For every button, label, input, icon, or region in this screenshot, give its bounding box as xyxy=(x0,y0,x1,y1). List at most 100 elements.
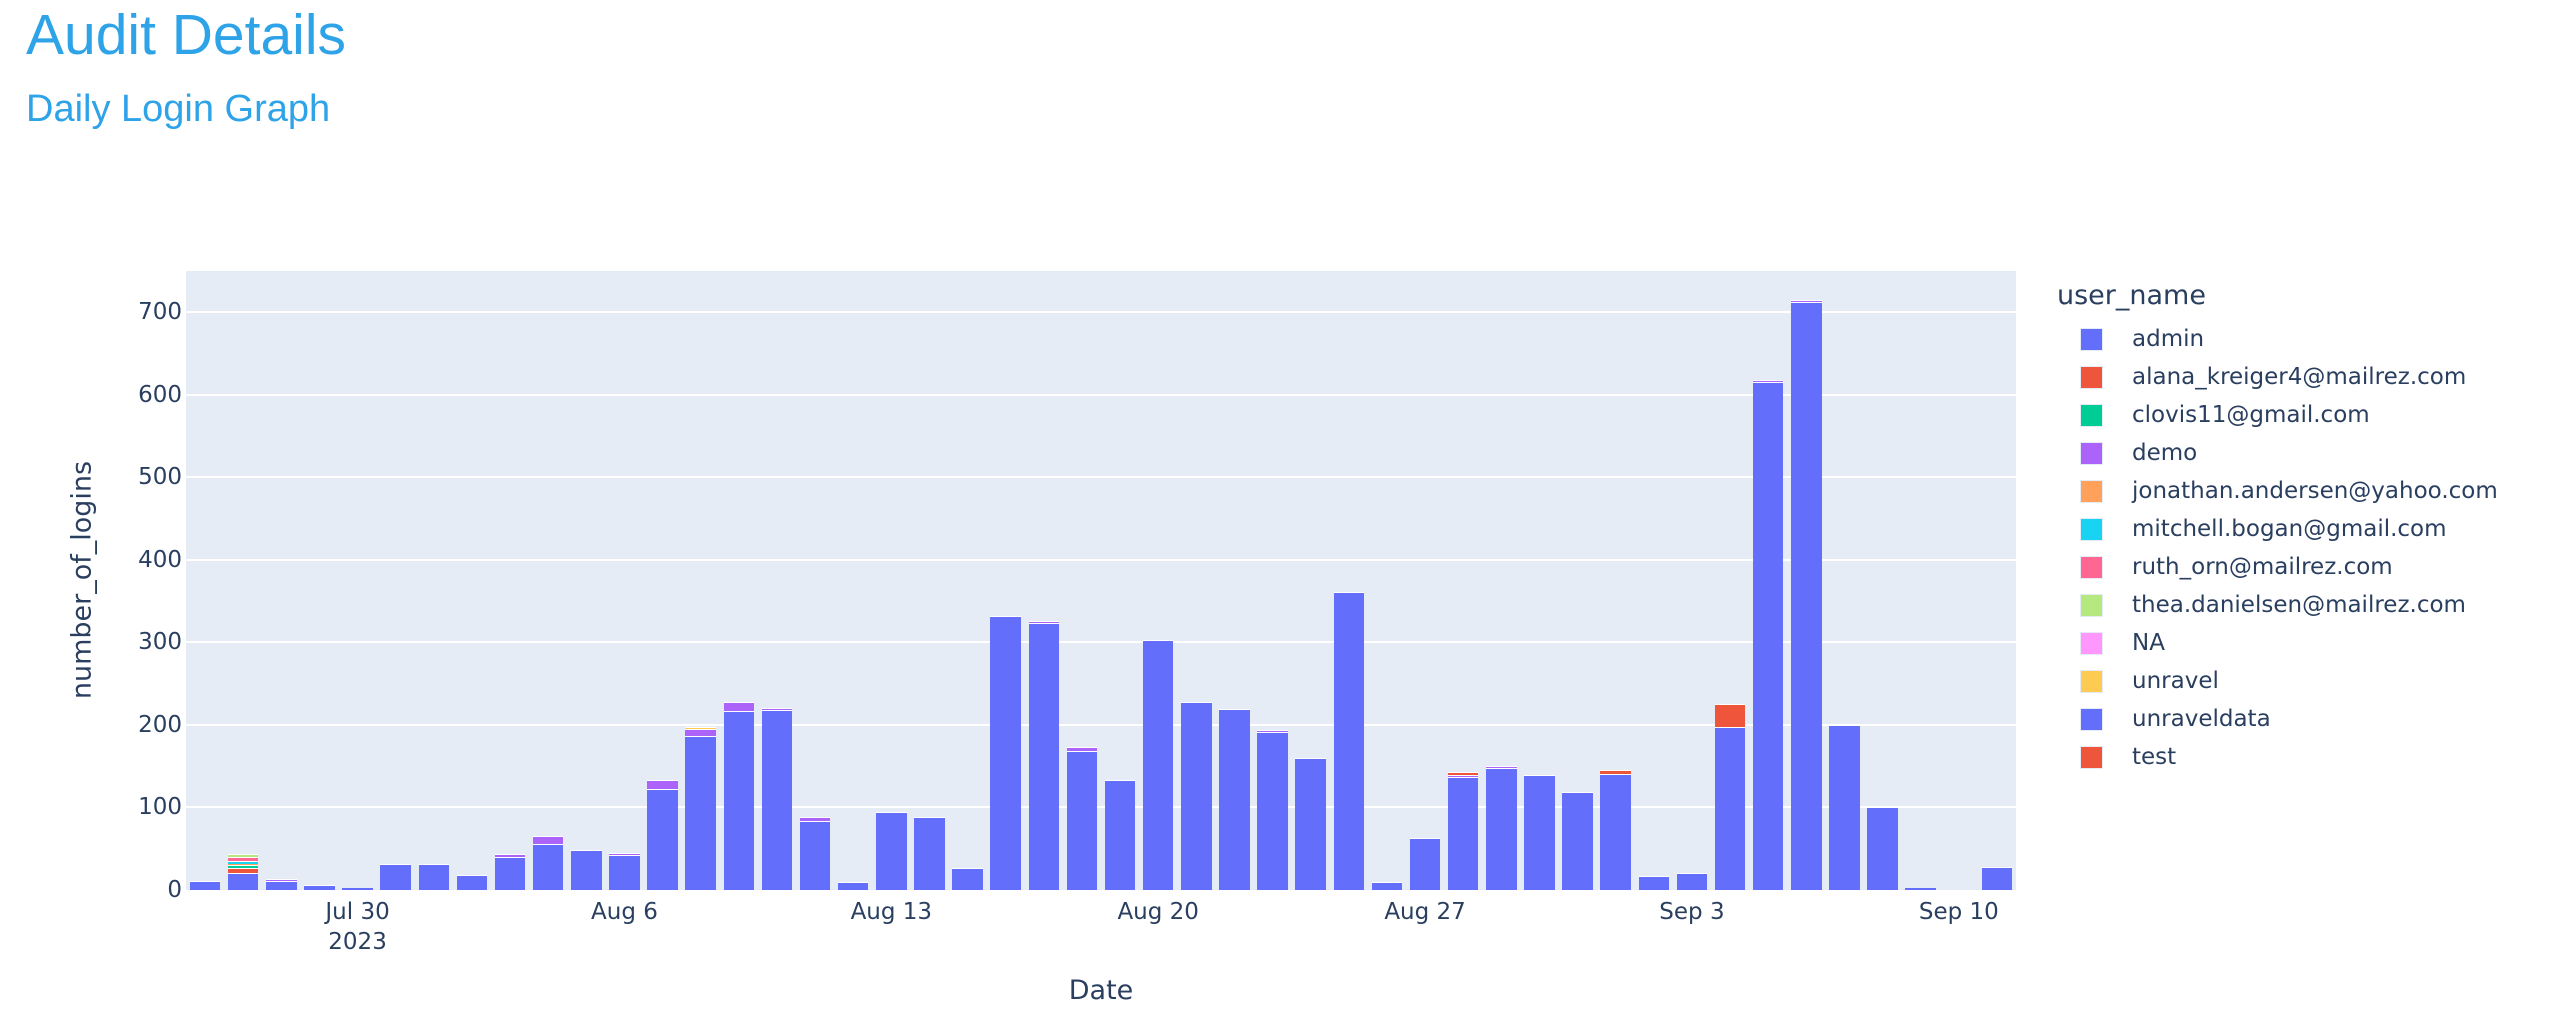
legend-item[interactable]: admin xyxy=(2057,320,2498,358)
bar-segment[interactable] xyxy=(266,878,297,881)
y-tick-label: 600 xyxy=(138,381,182,408)
bar-segment[interactable] xyxy=(1371,881,1403,890)
bar-segment[interactable] xyxy=(532,843,564,890)
bar-segment[interactable] xyxy=(1028,620,1060,623)
bar-segment[interactable] xyxy=(1447,774,1479,777)
bar-segment[interactable] xyxy=(456,875,488,890)
bar-segment[interactable] xyxy=(227,872,259,890)
bar-segment[interactable] xyxy=(1714,704,1746,728)
bar-segment[interactable] xyxy=(532,835,564,844)
bar-segment[interactable] xyxy=(227,865,259,868)
bar-segment[interactable] xyxy=(685,735,716,890)
bar-segment[interactable] xyxy=(1562,791,1593,890)
bar-segment[interactable] xyxy=(1295,757,1326,890)
bar-segment[interactable] xyxy=(1409,838,1441,890)
bar-segment[interactable] xyxy=(837,881,869,890)
bar-segment[interactable] xyxy=(227,853,259,857)
x-tick-label: Sep 10 xyxy=(1919,897,1999,927)
bar-segment[interactable] xyxy=(647,780,678,790)
bar-segment[interactable] xyxy=(990,616,1021,890)
bar-segment[interactable] xyxy=(1752,382,1784,890)
legend-item[interactable]: clovis11@gmail.com xyxy=(2057,396,2498,434)
legend-item[interactable]: ruth_orn@mailrez.com xyxy=(2057,548,2498,586)
legend-item[interactable]: jonathan.andersen@yahoo.com xyxy=(2057,472,2498,510)
bar-segment[interactable] xyxy=(1486,765,1517,768)
bar-segment[interactable] xyxy=(418,864,450,890)
y-axis-label: number_of_logins xyxy=(66,460,98,700)
legend-item[interactable]: unraveldata xyxy=(2057,700,2498,738)
bar-segment[interactable] xyxy=(1104,780,1136,890)
legend-item[interactable]: alana_kreiger4@mailrez.com xyxy=(2057,358,2498,396)
bar-segment[interactable] xyxy=(761,707,793,711)
bar-segment[interactable] xyxy=(1486,767,1517,890)
legend-item[interactable]: thea.danielsen@mailrez.com xyxy=(2057,586,2498,624)
y-tick-label: 0 xyxy=(167,877,182,903)
bar-segment[interactable] xyxy=(227,857,259,862)
bar-segment[interactable] xyxy=(1752,379,1784,383)
bar-segment[interactable] xyxy=(266,880,297,890)
bar-segment[interactable] xyxy=(914,817,945,890)
y-tick-label: 300 xyxy=(138,629,182,656)
bar-segment[interactable] xyxy=(1257,732,1288,890)
bar-segment[interactable] xyxy=(1600,770,1631,774)
bar-segment[interactable] xyxy=(1600,773,1631,890)
y-tick-label: 400 xyxy=(138,546,182,573)
bar-segment[interactable] xyxy=(304,885,335,890)
bar-segment[interactable] xyxy=(1181,701,1212,890)
bar-segment[interactable] xyxy=(723,710,755,890)
x-tick-label: Jul 30 2023 xyxy=(325,897,389,957)
bar-segment[interactable] xyxy=(1066,747,1098,752)
bar-segment[interactable] xyxy=(494,853,526,857)
bar-segment[interactable] xyxy=(723,701,755,711)
bar-segment[interactable] xyxy=(799,816,831,821)
bar-segment[interactable] xyxy=(685,727,716,730)
bar-segment[interactable] xyxy=(1028,622,1060,890)
bar-segment[interactable] xyxy=(1981,866,2013,890)
bar-segment[interactable] xyxy=(1714,727,1746,890)
bar-segment[interactable] xyxy=(685,729,716,736)
bar-segment[interactable] xyxy=(952,867,983,890)
bar-segment[interactable] xyxy=(1676,872,1708,890)
legend-item[interactable]: test xyxy=(2057,738,2498,776)
bar-segment[interactable] xyxy=(799,820,831,890)
legend-swatch-icon xyxy=(2080,555,2103,579)
bar-segment[interactable] xyxy=(876,812,907,890)
bar-segment[interactable] xyxy=(1829,724,1860,890)
bar-segment[interactable] xyxy=(1791,299,1822,302)
bar-segment[interactable] xyxy=(761,710,793,890)
plot-area[interactable] xyxy=(186,271,2016,890)
legend-item[interactable]: demo xyxy=(2057,434,2498,472)
gridline xyxy=(186,558,2016,561)
bar-segment[interactable] xyxy=(380,863,411,890)
bar-segment[interactable] xyxy=(1066,751,1098,890)
legend-swatch-icon xyxy=(2080,745,2103,769)
bar-segment[interactable] xyxy=(609,855,640,890)
bar-segment[interactable] xyxy=(1257,729,1288,733)
bar-segment[interactable] xyxy=(1638,875,1670,890)
bar-segment[interactable] xyxy=(227,867,259,873)
bar-segment[interactable] xyxy=(1219,709,1250,890)
bar-segment[interactable] xyxy=(1524,775,1555,890)
bar-segment[interactable] xyxy=(227,861,259,864)
bar-segment[interactable] xyxy=(1905,887,1936,890)
bar-segment[interactable] xyxy=(571,850,602,890)
bar-segment[interactable] xyxy=(1791,301,1822,890)
legend-item[interactable]: mitchell.bogan@gmail.com xyxy=(2057,510,2498,548)
legend-label: mitchell.bogan@gmail.com xyxy=(2132,516,2447,542)
x-tick-label: Sep 3 xyxy=(1659,897,1724,927)
legend-item[interactable]: unravel xyxy=(2057,662,2498,700)
bar-segment[interactable] xyxy=(189,880,221,890)
bar-segment[interactable] xyxy=(342,888,373,890)
legend-label: unravel xyxy=(2132,668,2219,694)
bar-segment[interactable] xyxy=(1867,807,1898,890)
bar-segment[interactable] xyxy=(1447,771,1479,776)
bar-segment[interactable] xyxy=(494,857,526,890)
bar-segment[interactable] xyxy=(1447,776,1479,890)
bar-segment[interactable] xyxy=(647,789,678,890)
legend-label: clovis11@gmail.com xyxy=(2132,402,2370,428)
bar-segment[interactable] xyxy=(227,863,259,866)
legend-item[interactable]: NA xyxy=(2057,624,2498,662)
bar-segment[interactable] xyxy=(1142,639,1174,890)
bar-segment[interactable] xyxy=(609,853,640,856)
bar-segment[interactable] xyxy=(1333,592,1365,890)
